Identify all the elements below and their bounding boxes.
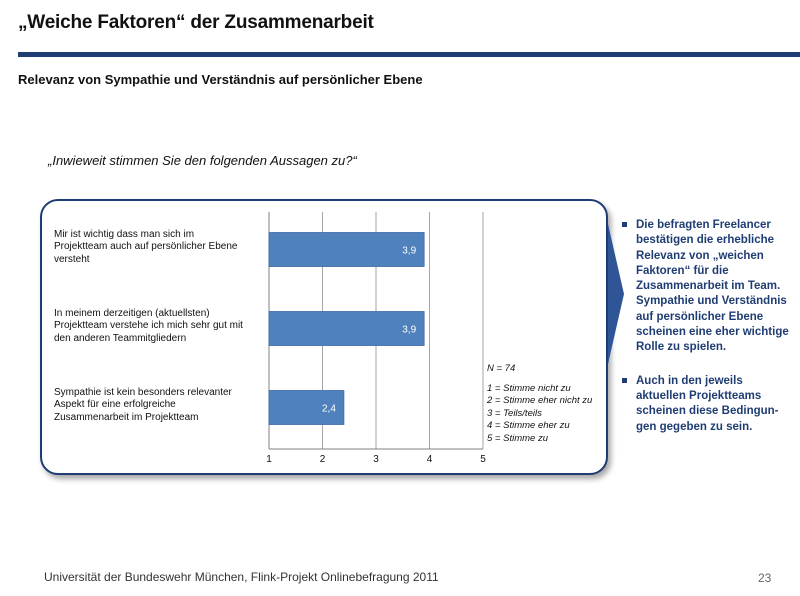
bar-value-label: 3,9 [402,246,416,257]
x-tick-label: 5 [480,454,486,465]
bar [268,232,425,267]
pointer-arrow [608,224,624,364]
bullet-square-icon [622,377,627,383]
finding-text: Die befragten Freelancer bestätigen die … [636,219,789,354]
category-label-line: Zusammenarbeit im Projektteam [54,411,199,423]
chart-legend: N = 74 1 = Stimme nicht zu 2 = Stimme eh… [487,363,592,446]
x-tick-label: 1 [266,454,272,465]
page-number: 23 [758,571,772,585]
slide-subtitle: Relevanz von Sympathie und Verständnis a… [18,72,423,87]
legend-item: 3 = Teils/teils [487,407,542,419]
category-label: Mir ist wichtig dass man sich im Projektt… [54,229,269,267]
x-tick-label: 3 [373,454,379,465]
sample-size: N = 74 [487,363,516,374]
category-label: In meinem derzeitigen (aktuellsten) Proje… [54,308,269,346]
legend-item: 4 = Stimme eher zu [487,420,570,432]
survey-question: „Inwieweit stimmen Sie den folgenden Aus… [48,153,357,168]
findings-list: Die befragten Freelancer bestätigen die … [620,218,795,453]
bar [268,311,425,346]
category-label-line: Projektteam auch auf persönlicher Ebene [54,241,238,253]
bar-value-label: 2,4 [322,404,336,415]
bullet-square-icon [622,222,627,227]
finding-item: Die befragten Freelancer bestätigen die … [620,218,795,356]
footer-source: Universität der Bundeswehr München, Flin… [44,570,439,584]
x-tick-label: 2 [320,454,326,465]
bar [268,390,345,425]
category-label-line: Projektteam verstehe ich mich sehr gut m… [54,320,243,332]
category-label: Sympathie ist kein besonders relevanter A… [54,387,269,425]
category-label-line: In meinem derzeitigen (aktuellsten) [54,307,210,319]
bar-value-label: 3,9 [402,325,416,336]
category-label-line: Aspekt für eine erfolgreiche [54,399,176,411]
finding-item: Auch in den jeweils aktuellen Projekttea… [620,374,795,435]
x-tick-label: 4 [427,454,433,465]
finding-text: Auch in den jeweils aktuellen Projekttea… [636,374,779,433]
category-label-line: den anderen Teammitgliedern [54,332,187,344]
legend-item: 5 = Stimme zu [487,432,548,444]
title-divider [18,52,800,57]
slide-title: „Weiche Faktoren“ der Zusammenarbeit [18,12,374,33]
category-label-line: Sympathie ist kein besonders relevanter [54,386,232,398]
legend-item: 1 = Stimme nicht zu [487,382,571,394]
category-label-line: versteht [54,253,90,265]
category-label-line: Mir ist wichtig dass man sich im [54,228,195,240]
legend-item: 2 = Stimme eher nicht zu [487,395,593,407]
